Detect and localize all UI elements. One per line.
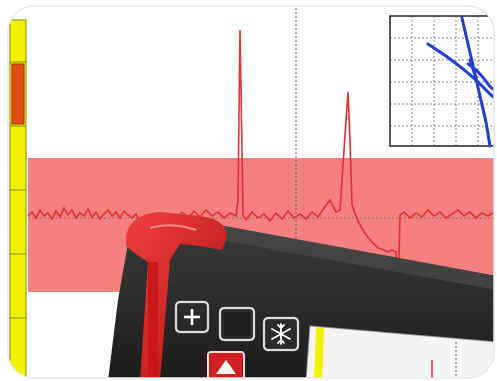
freeze-button[interactable] — [262, 316, 300, 352]
handheld-device — [108, 212, 494, 381]
plus-button[interactable] — [174, 300, 210, 334]
signal-trace — [27, 29, 494, 301]
square-button[interactable] — [218, 306, 256, 342]
stop-icon — [224, 312, 250, 336]
device-display — [305, 325, 494, 378]
level-bar — [9, 19, 27, 378]
snowflake-icon — [271, 323, 291, 345]
device-display-level-bar — [314, 328, 324, 378]
level-indicator — [11, 63, 25, 125]
up-arrow-icon — [216, 360, 236, 374]
frame-border — [7, 5, 495, 379]
plus-icon — [184, 309, 200, 325]
arrow-button[interactable] — [207, 351, 245, 381]
inset-xy-plot — [389, 15, 494, 148]
